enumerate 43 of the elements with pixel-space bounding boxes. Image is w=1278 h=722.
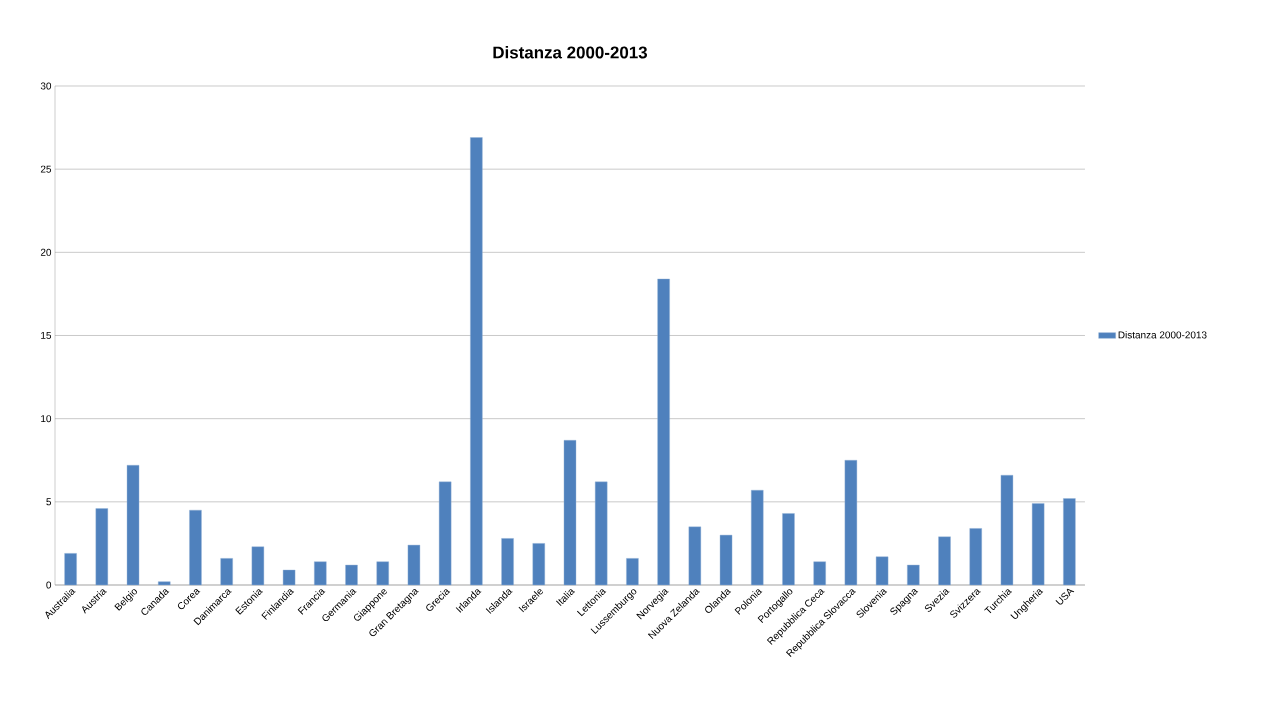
bar [95,508,109,586]
bar [844,460,858,586]
bar [1000,475,1014,586]
bar [626,558,639,586]
bar [751,489,764,586]
bar [501,538,514,586]
bar [688,526,702,586]
y-tick-label: 5 [46,498,52,506]
bar [220,558,233,586]
y-tick-label: 25 [40,165,52,173]
bar [813,561,826,586]
y-tick-label: 0 [46,581,52,589]
bar [719,534,733,586]
bar [470,137,483,586]
bar [126,465,140,586]
y-tick-label: 20 [40,248,52,256]
bar [1063,498,1076,586]
bar [532,543,545,586]
bar [64,553,77,586]
bar [345,564,358,586]
bar [314,561,327,586]
bar [251,546,265,586]
bar [595,481,608,586]
bar [938,536,951,586]
y-tick-label: 15 [41,332,52,339]
bar [407,544,421,586]
legend-label: Distanza 2000-2013 [1118,331,1207,339]
bar [1031,503,1045,586]
bar [657,278,670,586]
chart-title: Distanza 2000-2013 [493,46,648,59]
y-tick-label: 10 [41,415,52,423]
bar [782,513,795,586]
bar [969,528,982,586]
bar [438,481,452,586]
bar [875,556,889,586]
bar [158,581,171,586]
bar [189,509,202,586]
bar [907,564,920,586]
bar [376,561,389,586]
x-tick-label: USA [1055,588,1075,605]
bar [563,440,577,586]
bar [282,569,296,586]
y-tick-label: 30 [40,82,52,90]
